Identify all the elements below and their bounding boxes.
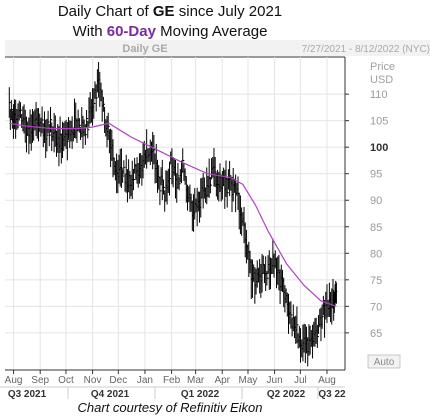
y-tick-label: 80 — [370, 248, 382, 260]
price-axis-title: Price — [370, 61, 395, 73]
title-suffix: since July 2021 — [174, 3, 283, 20]
y-tick-label: 90 — [370, 195, 382, 207]
x-tick-label: Mar — [187, 375, 205, 386]
subtitle-highlight: 60-Day — [106, 23, 156, 40]
chart-credit: Chart courtesy of Refinitiv Eikon — [77, 400, 263, 415]
x-tick-label: Nov — [84, 375, 102, 386]
auto-scale-button — [367, 354, 401, 369]
x-tick-label: May — [239, 375, 258, 386]
y-tick-label: 100 — [370, 142, 388, 154]
auto-scale-label: Auto — [374, 357, 395, 368]
x-quarter-label: Q3 22 — [318, 389, 346, 400]
x-tick-label: Aug — [318, 375, 336, 386]
x-tick-label: Jun — [267, 375, 283, 386]
x-tick-label: Dec — [109, 375, 127, 386]
subtitle-suffix: Moving Average — [155, 23, 268, 40]
y-tick-label: 85 — [370, 222, 382, 234]
chart-header-band — [5, 40, 430, 56]
x-tick-label: Oct — [58, 375, 74, 386]
y-tick-label: 75 — [370, 275, 382, 287]
series-label: Daily GE — [122, 43, 167, 55]
moving-average-line — [9, 122, 337, 307]
x-tick-label: Apr — [214, 375, 230, 386]
y-tick-label: 105 — [370, 116, 388, 128]
x-tick-label: Jan — [137, 375, 153, 386]
date-range-label: 7/27/2021 - 8/12/2022 (NYC) — [302, 44, 430, 55]
x-tick-label: Feb — [163, 375, 181, 386]
subtitle-prefix: With — [72, 23, 107, 40]
y-tick-label: 70 — [370, 301, 382, 313]
chart-title: Daily Chart of GE since July 2021 With 6… — [0, 2, 340, 42]
y-tick-label: 65 — [370, 328, 382, 340]
y-tick-label: 110 — [370, 89, 388, 101]
title-line-1: Daily Chart of GE since July 2021 — [0, 2, 340, 22]
currency-axis-title: USD — [370, 74, 393, 86]
title-ticker: GE — [152, 3, 175, 20]
title-prefix: Daily Chart of — [57, 3, 153, 20]
x-quarter-label: Q4 2021 — [91, 389, 130, 400]
x-tick-label: Aug — [5, 375, 23, 386]
x-quarter-label: Q3 2021 — [8, 389, 47, 400]
x-quarter-label: Q1 2022 — [181, 389, 220, 400]
title-line-2: With 60-Day Moving Average — [0, 22, 340, 42]
x-quarter-label: Q2 2022 — [267, 389, 306, 400]
y-tick-label: 95 — [370, 169, 382, 181]
x-tick-label: Jul — [294, 375, 307, 386]
x-tick-label: Sep — [31, 375, 49, 386]
price-chart: Daily GE 7/27/2021 - 8/12/2022 (NYC) Price… — [0, 40, 430, 400]
